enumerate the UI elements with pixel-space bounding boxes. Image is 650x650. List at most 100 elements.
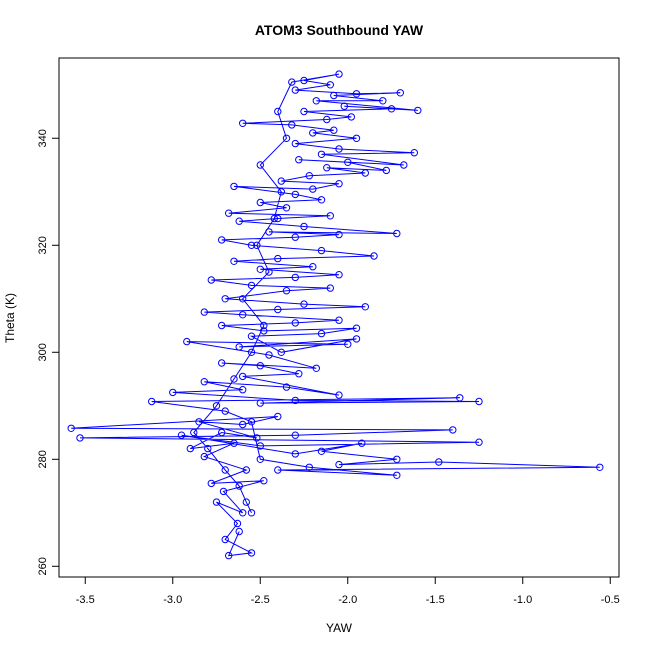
data-point	[344, 340, 352, 348]
data-point	[305, 463, 313, 471]
data-point	[256, 455, 264, 463]
data-point	[400, 161, 408, 169]
data-point	[225, 551, 233, 560]
data-point	[291, 190, 299, 199]
data-point	[200, 378, 209, 386]
data-point	[274, 412, 282, 421]
data-point	[335, 460, 343, 469]
data-point	[352, 335, 361, 343]
data-point	[190, 428, 198, 437]
data-point	[475, 397, 483, 406]
data-point	[247, 509, 256, 517]
data-point	[300, 300, 308, 308]
data-point	[291, 233, 299, 241]
data-point	[335, 391, 343, 399]
data-point	[195, 418, 203, 426]
data-point	[247, 348, 256, 356]
data-point	[274, 107, 282, 116]
data-point	[221, 295, 229, 303]
data-point	[247, 281, 256, 290]
data-point	[235, 217, 243, 225]
data-point	[225, 209, 233, 217]
data-point	[277, 177, 285, 185]
data-point	[256, 442, 264, 450]
data-point	[242, 498, 251, 506]
data-point	[219, 487, 228, 496]
y-tick-label: 260	[37, 557, 49, 575]
data-point	[326, 212, 334, 220]
data-point	[76, 434, 84, 442]
data-point	[239, 295, 247, 303]
data-point	[596, 463, 604, 471]
data-point	[352, 324, 361, 332]
x-tick-label: -2.5	[251, 594, 270, 606]
y-tick-label: 320	[37, 236, 49, 254]
data-point	[256, 399, 264, 407]
data-point	[274, 305, 282, 314]
data-point	[370, 252, 378, 260]
data-point	[393, 471, 401, 479]
data-point	[282, 204, 291, 212]
data-point	[352, 134, 361, 143]
data-point	[148, 397, 156, 406]
data-point	[218, 321, 226, 330]
data-point	[361, 169, 369, 177]
y-axis-label: Theta (K)	[3, 293, 17, 343]
data-point	[282, 383, 291, 391]
data-point	[230, 182, 238, 191]
data-point	[347, 113, 355, 121]
data-point	[233, 519, 242, 528]
data-point	[288, 121, 296, 129]
data-point	[291, 396, 299, 405]
data-point	[291, 431, 299, 439]
data-point	[239, 119, 247, 128]
data-point	[291, 273, 299, 282]
data-point	[256, 161, 264, 169]
x-tick-label: -2.0	[338, 594, 357, 606]
data-point	[207, 276, 216, 284]
y-tick-label: 280	[37, 450, 49, 468]
data-point	[330, 91, 338, 100]
data-point	[387, 105, 396, 113]
data-point	[256, 265, 264, 273]
data-point	[344, 158, 352, 167]
data-point	[239, 386, 247, 394]
data-point	[277, 348, 285, 356]
data-point	[295, 370, 303, 378]
data-point	[260, 477, 268, 485]
x-tick-label: -1.5	[426, 594, 445, 606]
data-point	[396, 89, 404, 97]
data-point	[235, 482, 243, 490]
data-point	[382, 166, 390, 175]
data-point	[335, 70, 343, 78]
y-tick-label: 340	[37, 129, 49, 147]
data-point	[221, 535, 229, 544]
data-point	[309, 185, 317, 193]
data-point	[291, 319, 299, 327]
data-point	[253, 434, 261, 442]
data-point	[335, 180, 343, 188]
data-point	[335, 145, 343, 153]
x-tick-label: -3.0	[163, 594, 182, 606]
plot-frame	[58, 57, 620, 578]
data-point	[456, 394, 464, 402]
data-point	[335, 230, 343, 239]
data-point	[270, 214, 278, 223]
data-point	[410, 149, 418, 157]
data-points-group	[67, 70, 604, 560]
data-point	[393, 455, 401, 463]
data-point	[256, 198, 264, 207]
data-point	[309, 263, 317, 271]
data-point	[183, 337, 191, 346]
data-point	[435, 458, 443, 466]
data-point	[361, 303, 369, 311]
data-point	[235, 343, 243, 351]
data-point	[309, 129, 317, 137]
data-point	[239, 311, 247, 319]
x-tick-label: -0.5	[601, 594, 620, 606]
data-point	[335, 271, 343, 279]
data-point	[317, 329, 326, 338]
data-point	[326, 284, 334, 292]
data-point	[239, 420, 247, 429]
